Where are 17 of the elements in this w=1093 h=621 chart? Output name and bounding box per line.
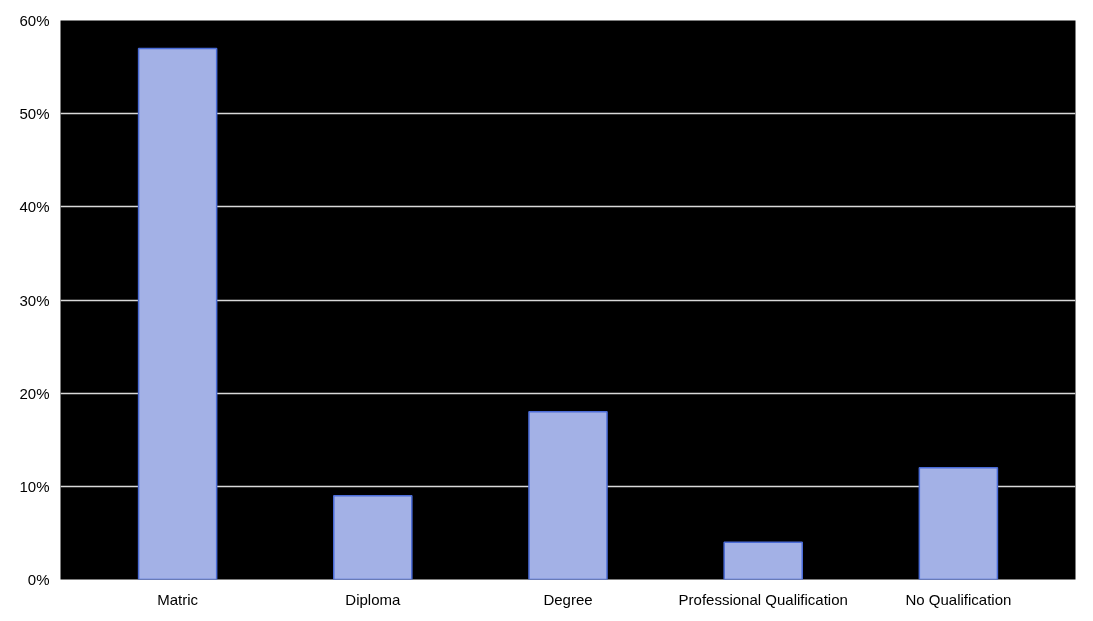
y-tick-label: 30%: [19, 291, 50, 309]
bar: [333, 494, 413, 580]
y-tick-label: 0%: [27, 571, 50, 588]
x-tick-label: Matric: [157, 590, 199, 608]
y-tick-label: 40%: [19, 198, 50, 216]
y-tick-label: 10%: [19, 477, 50, 495]
y-tick-label: 20%: [19, 384, 50, 402]
x-tick-label: Diploma: [345, 590, 401, 608]
x-tick-label: Degree: [543, 590, 593, 608]
bar: [723, 541, 803, 580]
x-tick-label: No Qualification: [905, 590, 1012, 608]
bar: [918, 466, 999, 580]
bar: [528, 411, 608, 580]
bar: [137, 47, 218, 580]
y-tick-label: 50%: [19, 105, 50, 123]
y-tick-label: 60%: [19, 12, 50, 29]
x-tick-label: Professional Qualification: [678, 590, 848, 608]
